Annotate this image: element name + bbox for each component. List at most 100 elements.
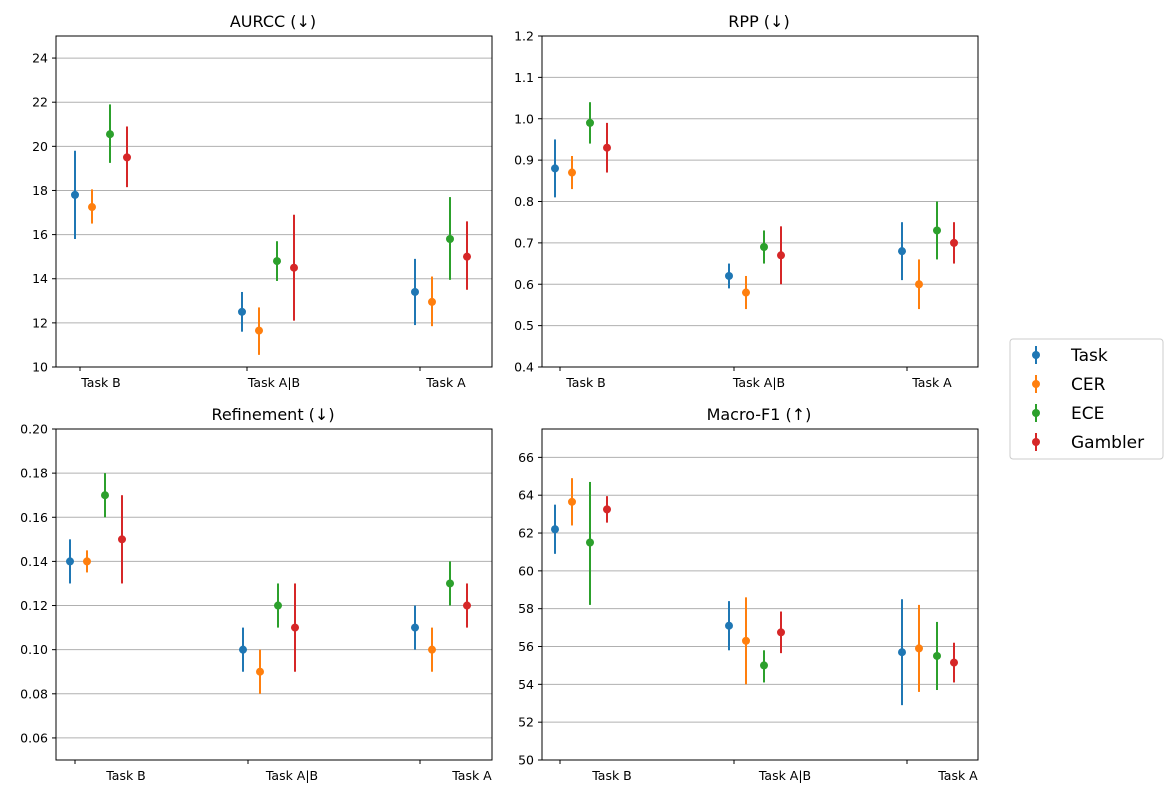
legend-entry: CER bbox=[1032, 375, 1106, 395]
x-tick-label: Task A|B bbox=[247, 375, 300, 390]
y-tick-label: 14 bbox=[32, 271, 48, 286]
data-point bbox=[83, 557, 91, 566]
subplot-title: Refinement (↓) bbox=[211, 405, 334, 424]
subplot-macro-f1: Macro-F1 (↑) 50 52 54 56 58 60 62 64 66 Task B Tas… bbox=[518, 405, 979, 783]
y-tick-label: 10 bbox=[32, 360, 48, 375]
y-tick-label: 12 bbox=[32, 315, 48, 330]
x-tick-label: Task B bbox=[565, 375, 606, 390]
data-point bbox=[255, 326, 263, 335]
y-tick-label: 0.9 bbox=[514, 153, 534, 168]
data-point bbox=[256, 667, 264, 676]
data-point bbox=[463, 601, 471, 610]
data-point bbox=[933, 651, 941, 660]
y-tick-label: 1.1 bbox=[514, 70, 534, 85]
subplot-title: AURCC (↓) bbox=[230, 12, 316, 31]
data-point bbox=[777, 628, 785, 637]
data-point bbox=[291, 623, 299, 632]
data-point bbox=[123, 153, 131, 162]
subplot-rpp: RPP (↓) 0.4 0.5 0.6 0.7 0.8 0.9 1.0 1.1 1.2 Task … bbox=[514, 12, 979, 390]
legend-entry: Task bbox=[1032, 346, 1108, 366]
data-point bbox=[603, 505, 611, 514]
y-tick-label: 56 bbox=[518, 639, 534, 654]
legend-label: ECE bbox=[1071, 404, 1104, 424]
y-tick-label: 60 bbox=[518, 563, 534, 578]
data-point bbox=[463, 252, 471, 261]
axes-frame bbox=[541, 428, 979, 761]
x-tick-label: Task B bbox=[80, 375, 121, 390]
y-tick-label: 52 bbox=[518, 715, 534, 730]
data-point bbox=[428, 297, 436, 306]
data-point bbox=[274, 601, 282, 610]
x-tick-label: Task A bbox=[937, 768, 978, 783]
y-tick-label: 66 bbox=[518, 450, 534, 465]
data-point bbox=[898, 648, 906, 657]
data-point bbox=[66, 557, 74, 566]
y-tick-label: 50 bbox=[518, 753, 534, 768]
data-point bbox=[725, 621, 733, 630]
y-tick-label: 0.6 bbox=[514, 277, 534, 292]
data-point bbox=[725, 271, 733, 280]
x-tick-label: Task A|B bbox=[265, 768, 318, 783]
data-point bbox=[239, 645, 247, 654]
subplot-title: RPP (↓) bbox=[728, 12, 789, 31]
legend: Task CER ECE Gambler bbox=[1009, 338, 1164, 460]
data-point bbox=[760, 243, 768, 252]
data-point bbox=[777, 251, 785, 260]
data-point bbox=[411, 287, 419, 296]
data-point bbox=[71, 190, 79, 199]
x-tick-label: Task A|B bbox=[758, 768, 811, 783]
legend-label: CER bbox=[1071, 375, 1106, 395]
legend-marker bbox=[1032, 380, 1040, 388]
y-tick-label: 0.8 bbox=[514, 194, 534, 209]
data-point bbox=[760, 661, 768, 670]
y-tick-label: 16 bbox=[32, 227, 48, 242]
y-tick-label: 22 bbox=[32, 95, 48, 110]
data-point bbox=[101, 491, 109, 500]
data-point bbox=[915, 644, 923, 653]
y-tick-label: 0.7 bbox=[514, 235, 534, 250]
data-point bbox=[428, 645, 436, 654]
data-point bbox=[551, 525, 559, 534]
axes-frame bbox=[541, 35, 979, 368]
legend-label: Gambler bbox=[1071, 433, 1144, 453]
x-tick-label: Task A bbox=[451, 768, 492, 783]
y-tick-label: 20 bbox=[32, 139, 48, 154]
axes-frame bbox=[55, 428, 493, 761]
data-point bbox=[446, 579, 454, 588]
data-point bbox=[88, 203, 96, 212]
data-point bbox=[568, 168, 576, 177]
y-tick-label: 0.10 bbox=[20, 642, 48, 657]
y-tick-label: 0.20 bbox=[20, 422, 48, 437]
data-point bbox=[568, 497, 576, 506]
y-tick-label: 0.06 bbox=[20, 730, 48, 745]
data-point bbox=[106, 130, 114, 139]
data-point bbox=[586, 538, 594, 547]
legend-entry: Gambler bbox=[1032, 433, 1144, 453]
legend-label: Task bbox=[1070, 346, 1108, 366]
subplot-aurcc: AURCC (↓) 10 12 14 16 18 20 22 24 Task B Task A|B… bbox=[32, 12, 493, 390]
y-tick-label: 0.16 bbox=[20, 510, 48, 525]
data-point bbox=[950, 238, 958, 247]
y-tick-label: 1.0 bbox=[514, 111, 534, 126]
data-point bbox=[603, 143, 611, 152]
data-point bbox=[290, 263, 298, 272]
subplot-title: Macro-F1 (↑) bbox=[707, 405, 812, 424]
data-point bbox=[446, 235, 454, 244]
data-point bbox=[950, 658, 958, 667]
data-point bbox=[273, 257, 281, 266]
y-tick-label: 24 bbox=[32, 51, 48, 66]
legend-frame bbox=[1009, 338, 1164, 460]
y-tick-label: 54 bbox=[518, 677, 534, 692]
data-point bbox=[915, 280, 923, 289]
y-tick-label: 18 bbox=[32, 183, 48, 198]
y-tick-label: 62 bbox=[518, 526, 534, 541]
subplot-refinement: Refinement (↓) 0.06 0.08 0.10 0.12 0.14 0.16 0… bbox=[20, 405, 493, 783]
legend-marker bbox=[1032, 351, 1040, 359]
data-point bbox=[933, 226, 941, 235]
y-tick-label: 0.5 bbox=[514, 318, 534, 333]
x-tick-label: Task A|B bbox=[732, 375, 785, 390]
legend-marker bbox=[1032, 438, 1040, 446]
y-tick-label: 0.4 bbox=[514, 360, 534, 375]
x-tick-label: Task B bbox=[105, 768, 146, 783]
data-point bbox=[551, 164, 559, 173]
